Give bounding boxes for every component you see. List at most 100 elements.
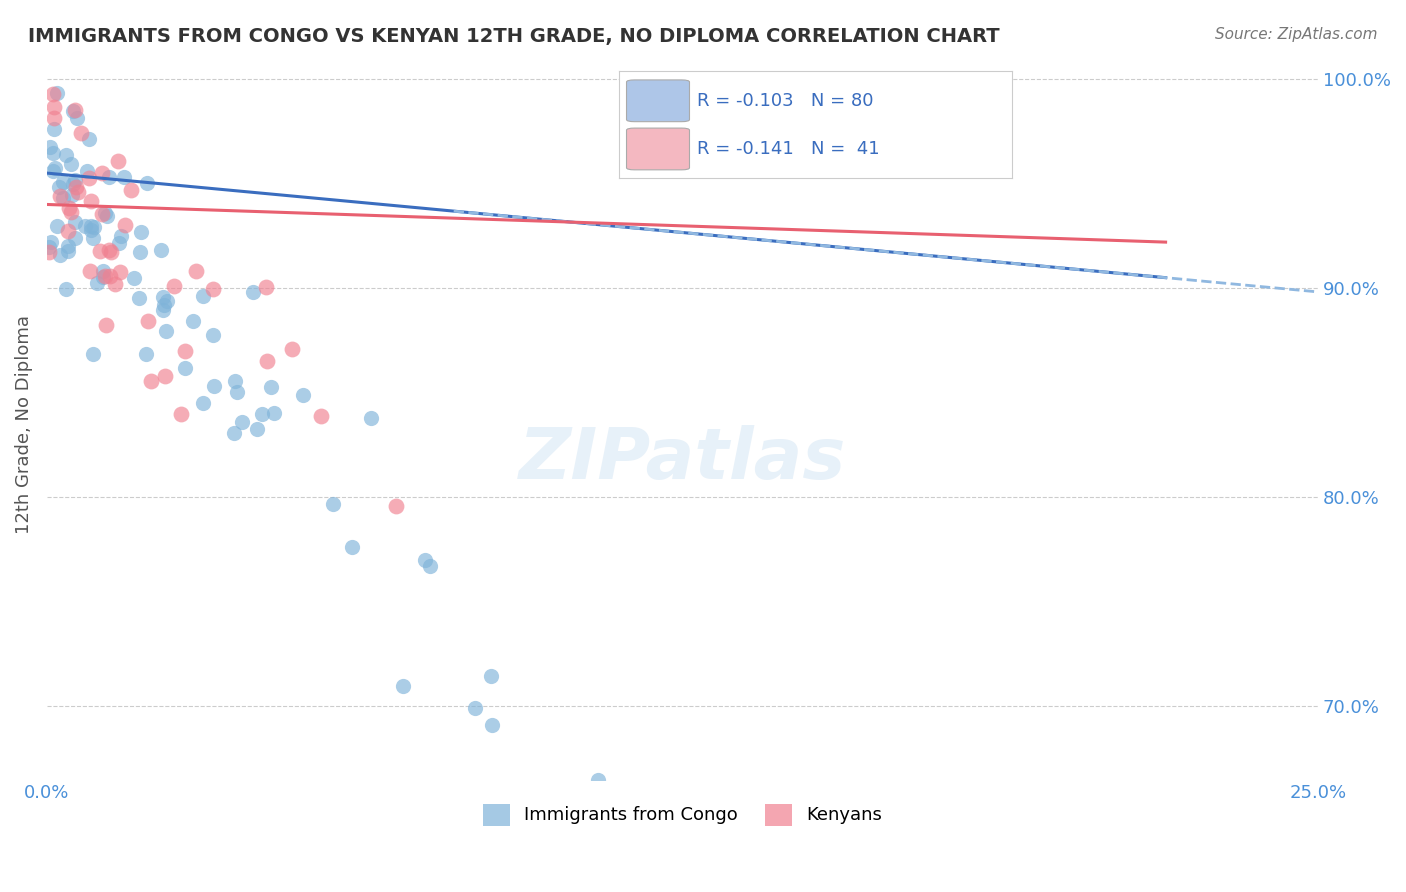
FancyBboxPatch shape <box>627 80 689 121</box>
Point <box>360 411 382 425</box>
Point <box>246 422 269 436</box>
Point <box>77 132 100 146</box>
Point <box>77 171 100 186</box>
Point <box>65 103 87 118</box>
Point <box>59 157 82 171</box>
Point <box>82 231 104 245</box>
Point <box>153 368 176 383</box>
Point <box>135 347 157 361</box>
Point <box>62 178 84 192</box>
Point <box>152 303 174 318</box>
Point <box>225 384 247 399</box>
Point <box>340 540 363 554</box>
Point <box>59 205 82 219</box>
Point <box>62 104 84 119</box>
Point <box>44 161 66 175</box>
Point <box>254 280 277 294</box>
Point <box>86 276 108 290</box>
Point <box>107 153 129 168</box>
Point <box>385 500 408 514</box>
Point <box>136 314 159 328</box>
Point <box>202 379 225 393</box>
Point <box>82 347 104 361</box>
Text: R = -0.103   N = 80: R = -0.103 N = 80 <box>697 93 875 111</box>
Point <box>481 717 503 731</box>
Point <box>80 219 103 234</box>
Point <box>58 239 80 253</box>
Point <box>114 218 136 232</box>
Point <box>79 223 101 237</box>
Point <box>97 244 120 258</box>
Point <box>202 282 225 296</box>
Point <box>63 231 86 245</box>
Text: R = -0.141   N =  41: R = -0.141 N = 41 <box>697 141 880 159</box>
Point <box>224 426 246 441</box>
Point <box>42 100 65 114</box>
Point <box>242 285 264 300</box>
Point <box>48 179 70 194</box>
Point <box>131 225 153 239</box>
Point <box>38 140 60 154</box>
Point <box>55 282 77 296</box>
Point <box>51 191 73 205</box>
Point <box>107 236 129 251</box>
Point <box>91 269 114 284</box>
Point <box>65 180 87 194</box>
Point <box>201 327 224 342</box>
Point <box>83 220 105 235</box>
Point <box>174 344 197 359</box>
Point <box>110 229 132 244</box>
Point <box>191 396 214 410</box>
Point <box>183 314 205 328</box>
Point <box>79 264 101 278</box>
Y-axis label: 12th Grade, No Diploma: 12th Grade, No Diploma <box>15 315 32 533</box>
Point <box>224 374 246 388</box>
Point <box>58 244 80 258</box>
Point <box>586 772 609 787</box>
Point <box>42 87 65 101</box>
Point <box>52 175 75 189</box>
Point <box>96 318 118 332</box>
Point <box>58 201 80 215</box>
Point <box>42 164 65 178</box>
Point <box>42 145 65 160</box>
Point <box>250 407 273 421</box>
Point <box>174 361 197 376</box>
Point <box>66 112 89 126</box>
Point <box>152 290 174 304</box>
Point <box>322 497 344 511</box>
Point <box>45 86 67 100</box>
Point <box>45 219 67 233</box>
Point <box>156 293 179 308</box>
Point <box>60 187 83 202</box>
Point <box>44 122 66 136</box>
Point <box>91 263 114 277</box>
Point <box>76 164 98 178</box>
Point <box>63 215 86 229</box>
Point <box>41 235 63 249</box>
Point <box>108 264 131 278</box>
Point <box>44 111 66 125</box>
Point <box>256 354 278 368</box>
Point <box>163 278 186 293</box>
Point <box>98 170 121 185</box>
Text: ZIPatlas: ZIPatlas <box>519 425 846 494</box>
Point <box>100 244 122 259</box>
Point <box>56 224 79 238</box>
Point <box>152 298 174 312</box>
Point <box>311 409 333 424</box>
Point <box>170 407 193 421</box>
Point <box>55 148 77 162</box>
Text: Source: ZipAtlas.com: Source: ZipAtlas.com <box>1215 27 1378 42</box>
Point <box>413 553 436 567</box>
Point <box>149 243 172 257</box>
Point <box>122 271 145 285</box>
Text: IMMIGRANTS FROM CONGO VS KENYAN 12TH GRADE, NO DIPLOMA CORRELATION CHART: IMMIGRANTS FROM CONGO VS KENYAN 12TH GRA… <box>28 27 1000 45</box>
Point <box>73 219 96 233</box>
Point <box>112 170 135 185</box>
Point <box>129 245 152 260</box>
Point <box>98 269 121 284</box>
Point <box>263 406 285 420</box>
Point <box>89 244 111 258</box>
Point <box>128 291 150 305</box>
